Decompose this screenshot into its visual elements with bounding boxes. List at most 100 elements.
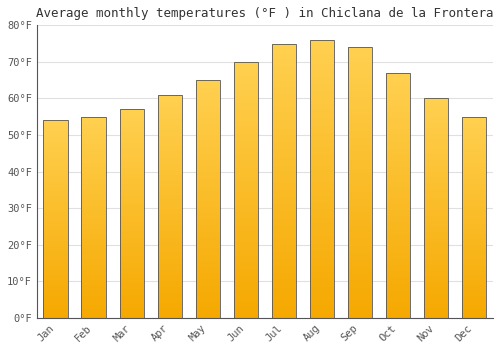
Bar (424, 239, 448, 240)
Bar (462, 306, 486, 307)
Bar (310, 189, 334, 190)
Bar (348, 311, 372, 313)
Bar (348, 289, 372, 291)
Bar (462, 192, 486, 193)
Bar (158, 165, 182, 166)
Bar (196, 223, 220, 224)
Bar (196, 199, 220, 200)
Bar (120, 212, 144, 214)
Bar (272, 186, 296, 188)
Bar (386, 102, 410, 104)
Bar (386, 94, 410, 95)
Bar (158, 238, 182, 239)
Bar (234, 80, 258, 81)
Bar (272, 141, 296, 142)
Bar (234, 177, 258, 178)
Bar (462, 166, 486, 167)
Bar (386, 227, 410, 229)
Bar (310, 278, 334, 279)
Bar (310, 216, 334, 218)
Bar (348, 229, 372, 230)
Bar (82, 279, 106, 280)
Bar (44, 247, 68, 248)
Bar (120, 173, 144, 174)
Bar (386, 211, 410, 212)
Bar (310, 275, 334, 276)
Bar (310, 180, 334, 182)
Bar (82, 168, 106, 169)
Bar (310, 229, 334, 230)
Bar (386, 221, 410, 222)
Bar (424, 220, 448, 221)
Bar (82, 128, 106, 129)
Bar (348, 291, 372, 292)
Bar (272, 296, 296, 297)
Bar (424, 207, 448, 208)
Bar (272, 89, 296, 90)
Bar (462, 132, 486, 133)
Bar (82, 307, 106, 308)
Bar (196, 138, 220, 140)
Bar (272, 49, 296, 50)
Bar (424, 300, 448, 301)
Bar (82, 158, 106, 159)
Bar (348, 210, 372, 211)
Bar (424, 237, 448, 238)
Bar (120, 181, 144, 182)
Bar (272, 315, 296, 316)
Bar (196, 313, 220, 314)
Bar (462, 173, 486, 174)
Bar (310, 40, 334, 41)
Bar (196, 142, 220, 143)
Bar (158, 240, 182, 241)
Bar (120, 219, 144, 220)
Bar (158, 195, 182, 196)
Bar (82, 305, 106, 306)
Bar (120, 197, 144, 198)
Bar (196, 113, 220, 114)
Bar (386, 108, 410, 110)
Bar (234, 102, 258, 103)
Bar (310, 239, 334, 240)
Bar (44, 281, 68, 282)
Bar (348, 73, 372, 74)
Bar (272, 273, 296, 274)
Bar (310, 87, 334, 89)
Bar (386, 244, 410, 246)
Bar (82, 287, 106, 288)
Bar (120, 150, 144, 151)
Bar (348, 197, 372, 199)
Bar (196, 144, 220, 146)
Bar (196, 131, 220, 132)
Bar (120, 124, 144, 125)
Bar (158, 181, 182, 182)
Bar (44, 253, 68, 254)
Bar (310, 197, 334, 198)
Bar (272, 119, 296, 120)
Bar (310, 305, 334, 307)
Bar (462, 138, 486, 139)
Bar (234, 290, 258, 291)
Bar (424, 106, 448, 107)
Bar (424, 113, 448, 114)
Bar (272, 236, 296, 237)
Bar (386, 198, 410, 199)
Bar (82, 200, 106, 201)
Bar (424, 135, 448, 136)
Bar (196, 226, 220, 228)
Bar (234, 305, 258, 306)
Bar (348, 155, 372, 157)
Bar (272, 300, 296, 301)
Bar (348, 132, 372, 134)
Bar (158, 294, 182, 295)
Bar (348, 66, 372, 68)
Bar (424, 142, 448, 144)
Bar (386, 231, 410, 232)
Bar (272, 285, 296, 286)
Bar (348, 49, 372, 50)
Bar (234, 90, 258, 91)
Bar (158, 212, 182, 213)
Bar (158, 156, 182, 157)
Bar (348, 86, 372, 88)
Bar (44, 257, 68, 258)
